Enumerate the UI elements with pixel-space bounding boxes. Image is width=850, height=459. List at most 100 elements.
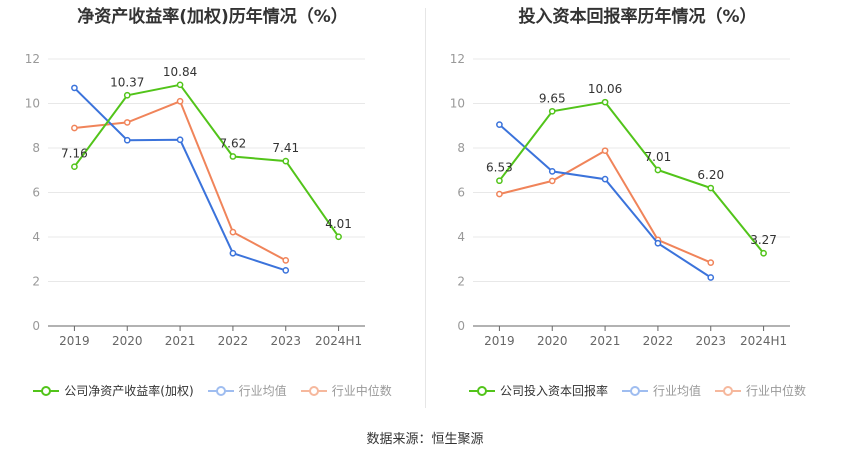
legend-item-median[interactable]: 行业中位数 (300, 382, 392, 399)
y-tick-label: 4 (32, 230, 40, 244)
legend-label: 行业中位数 (331, 384, 392, 398)
data-point-median (71, 124, 78, 132)
data-point-company (335, 233, 342, 241)
data-point-company (548, 107, 556, 115)
data-source-note: 数据来源：恒生聚源 (366, 432, 484, 447)
data-point-avg (496, 121, 503, 128)
y-tick-label: 2 (457, 275, 465, 289)
x-tick-label: 2024H1 (315, 334, 362, 348)
x-tick-label: 2024H1 (740, 334, 787, 348)
x-tick-label: 2020 (537, 334, 568, 348)
legend-company-swatch-icon (33, 385, 60, 397)
data-point-avg (548, 168, 556, 175)
legend-item-median[interactable]: 行业中位数 (715, 382, 806, 399)
data-point-median (601, 147, 609, 155)
series-line-company (73, 83, 340, 238)
series-line-company (498, 101, 765, 254)
y-tick-label: 12 (25, 52, 40, 66)
data-label: 7.01 (645, 150, 672, 164)
data-label: 7.16 (61, 147, 88, 161)
x-tick-label: 2022 (643, 334, 674, 348)
data-point-company (760, 249, 767, 257)
legend-median-swatch-icon (300, 385, 327, 397)
chart-legend: 公司投入资本回报率 行业均值 行业中位数 (425, 382, 850, 399)
data-label: 10.06 (588, 82, 622, 96)
legend-label: 行业均值 (652, 384, 701, 398)
data-label: 7.62 (220, 136, 247, 150)
data-point-avg (601, 175, 609, 183)
legend-item-average[interactable]: 行业均值 (621, 382, 701, 399)
data-label: 4.01 (325, 217, 352, 231)
data-point-avg (123, 136, 131, 144)
data-point-median (282, 257, 290, 264)
roe-chart: 0 2 4 6 8 10 12 2019 2020 2021 2022 2023 2024H1 7.16 1… (25, 52, 365, 348)
data-point-company (654, 166, 662, 174)
legend-median-swatch-icon (715, 385, 741, 397)
data-point-median (176, 97, 184, 105)
roic-chart-panel: 投入资本回报率历年情况（%） 0 2 4 6 8 10 12 2019 2020 2021 2022… (425, 0, 850, 420)
x-tick-label: 2019 (59, 334, 90, 348)
legend-company-swatch-icon (468, 385, 495, 397)
data-point-median (229, 228, 237, 236)
legend-average-swatch-icon (621, 385, 648, 397)
data-point-avg (71, 84, 78, 92)
data-label: 3.27 (750, 233, 777, 247)
y-tick-label: 2 (32, 275, 40, 289)
y-tick-label: 0 (457, 319, 465, 333)
data-point-company (123, 91, 131, 99)
data-point-median (123, 119, 131, 126)
data-label: 9.65 (539, 91, 566, 105)
legend-label: 行业均值 (238, 384, 287, 398)
y-tick-label: 8 (457, 141, 465, 155)
data-point-company (71, 163, 78, 171)
data-label: 10.84 (163, 65, 197, 79)
data-point-avg (282, 267, 290, 274)
y-tick-label: 4 (457, 230, 465, 244)
y-tick-label: 6 (32, 186, 40, 200)
y-tick-label: 10 (25, 97, 40, 111)
roe-chart-panel: 净资产收益率(加权)历年情况（%） 0 2 4 6 8 10 12 2019 2020 2021 2… (0, 0, 425, 420)
x-tick-label: 2019 (484, 334, 515, 348)
chart-title: 投入资本回报率历年情况（%） (518, 7, 757, 27)
chart-title: 净资产收益率(加权)历年情况（%） (77, 7, 348, 27)
x-tick-label: 2021 (590, 334, 621, 348)
y-tick-label: 12 (450, 52, 465, 66)
x-tick-label: 2023 (695, 334, 726, 348)
data-point-avg (707, 274, 715, 281)
x-tick-label: 2022 (218, 334, 249, 348)
panel-divider (425, 8, 426, 408)
data-point-median (548, 177, 556, 185)
data-label: 6.20 (697, 168, 724, 182)
y-tick-label: 0 (32, 319, 40, 333)
x-tick-label: 2021 (165, 334, 196, 348)
data-label: 7.41 (272, 141, 299, 155)
data-point-company (176, 81, 184, 89)
data-point-company (282, 157, 290, 165)
x-tick-label: 2020 (112, 334, 143, 348)
y-tick-label: 10 (450, 97, 465, 111)
legend-item-company[interactable]: 公司投入资本回报率 (468, 382, 608, 399)
x-tick-label: 2023 (270, 334, 301, 348)
data-point-median (496, 190, 503, 198)
data-label: 10.37 (110, 75, 144, 89)
legend-item-average[interactable]: 行业均值 (207, 382, 287, 399)
roic-chart: 0 2 4 6 8 10 12 2019 2020 2021 2022 2023 2024H1 6.53 9… (450, 52, 790, 348)
y-tick-label: 8 (32, 141, 40, 155)
series-line-median (499, 149, 712, 264)
y-tick-label: 6 (457, 186, 465, 200)
data-point-company (496, 177, 503, 185)
data-label: 6.53 (486, 161, 513, 175)
chart-legend: 公司净资产收益率(加权) 行业均值 行业中位数 (0, 382, 425, 399)
legend-label: 公司净资产收益率(加权) (64, 384, 194, 398)
data-point-median (707, 259, 715, 266)
legend-average-swatch-icon (207, 385, 234, 397)
legend-label: 公司投入资本回报率 (499, 384, 608, 398)
legend-item-company[interactable]: 公司净资产收益率(加权) (33, 382, 194, 399)
data-point-avg (654, 239, 662, 247)
data-point-avg (176, 136, 184, 144)
data-point-company (707, 184, 715, 192)
data-point-avg (229, 249, 237, 257)
legend-label: 行业中位数 (746, 384, 807, 398)
data-point-company (601, 98, 609, 106)
data-point-company (229, 153, 237, 160)
